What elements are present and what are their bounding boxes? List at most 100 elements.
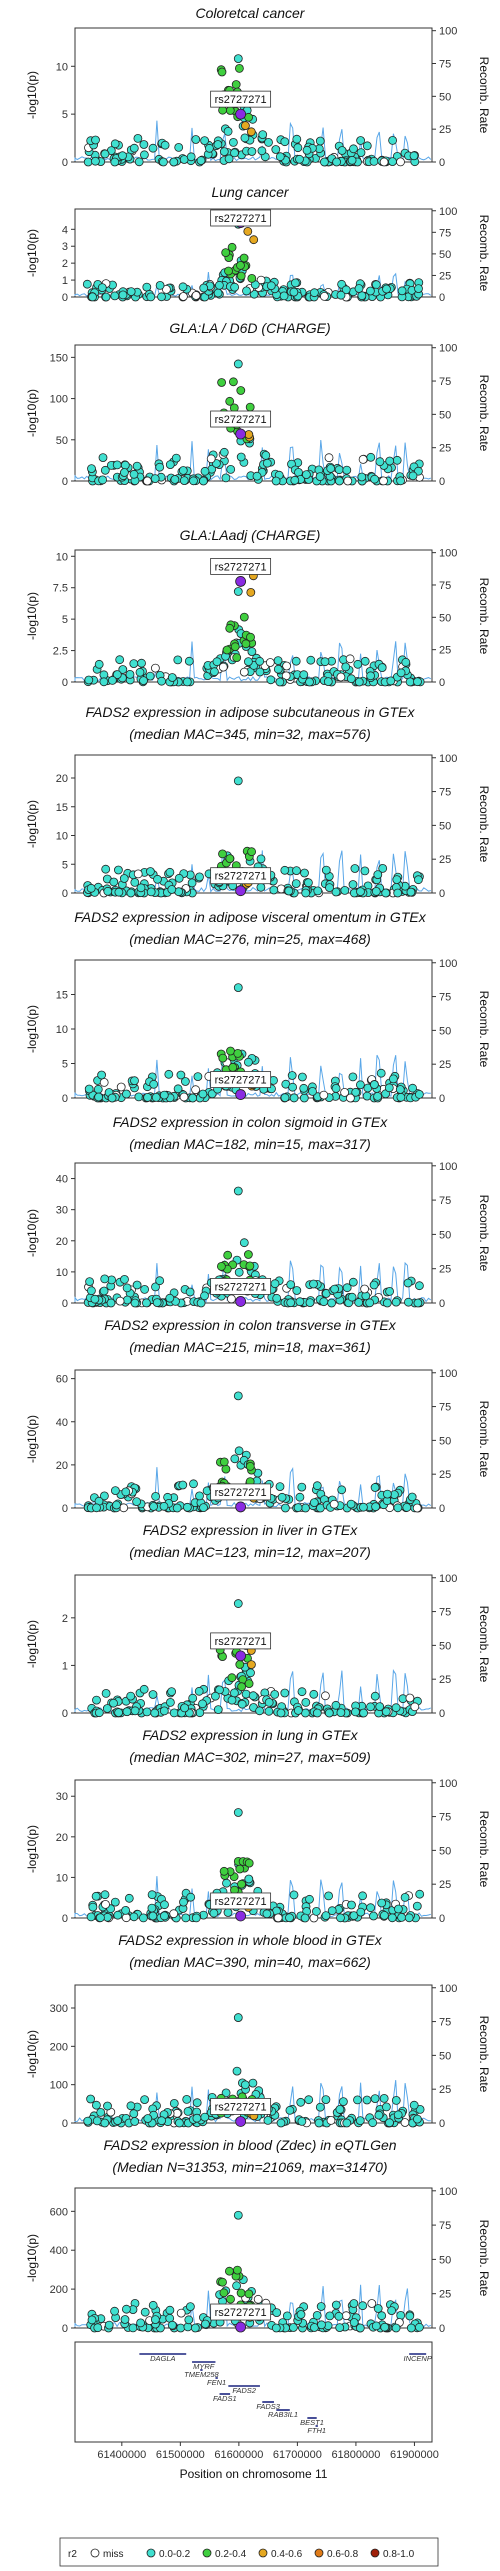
snp-point	[335, 2323, 345, 2333]
snp-point	[129, 469, 139, 479]
snp-point	[289, 1890, 299, 1900]
snp-point-ld	[225, 623, 235, 633]
snp-points	[83, 571, 425, 687]
snp-point	[412, 1901, 422, 1911]
snp-point	[312, 1481, 322, 1491]
snp-point	[292, 866, 301, 875]
snp-point	[391, 2323, 401, 2333]
right-tick-label: 0	[439, 1708, 445, 1720]
snp-point	[113, 1910, 123, 1920]
snp-point	[396, 1092, 406, 1102]
snp-point	[91, 156, 100, 166]
snp-point	[161, 284, 171, 294]
snp-point	[94, 1092, 103, 1102]
lead-snp-label-box	[210, 1632, 272, 1650]
snp-point	[371, 280, 381, 290]
snp-point	[355, 1080, 365, 1090]
snp-point	[218, 662, 228, 672]
snp-point-peak	[233, 587, 243, 596]
snp-point	[128, 2323, 138, 2333]
snp-point	[297, 1072, 307, 1082]
snp-point	[92, 1695, 101, 1705]
snp-point	[375, 457, 385, 467]
right-tick-label: 25	[439, 1059, 451, 1071]
snp-point	[222, 1878, 231, 1888]
snp-point	[331, 1700, 341, 1710]
snp-point	[173, 655, 183, 665]
snp-point	[118, 665, 128, 674]
snp-point	[87, 464, 96, 474]
y-tick-label: 1	[62, 275, 68, 287]
snp-point	[195, 1491, 204, 1501]
y-tick-label: 0	[62, 1913, 68, 1925]
y-tick-label: 300	[50, 2003, 68, 2015]
snp-point	[325, 2311, 335, 2321]
snp-point	[167, 1687, 177, 1696]
snp-point	[98, 453, 108, 463]
snp-point	[331, 887, 341, 897]
snp-point	[308, 1087, 317, 1096]
snp-point	[149, 1079, 159, 1089]
snp-point	[86, 883, 96, 893]
snp-point	[280, 1688, 290, 1698]
snp-point	[264, 1706, 274, 1716]
snp-point	[104, 2320, 114, 2330]
snp-point	[116, 1082, 126, 1092]
snp-point-ld	[246, 588, 256, 597]
gene-label: FEN1	[207, 2378, 226, 2387]
snp-point	[415, 2104, 425, 2114]
snp-point	[151, 1492, 161, 1501]
snp-point	[155, 1276, 165, 1286]
snp-point	[342, 1283, 352, 1293]
snp-point	[109, 1698, 118, 1708]
snp-point	[391, 1297, 401, 1307]
right-tick-label: 0	[439, 1093, 445, 1105]
snp-point	[309, 1279, 318, 1289]
y-tick-label: 0	[62, 292, 68, 304]
panel-title: (median MAC=123, min=12, max=207)	[129, 1544, 371, 1560]
lead-snp-label-text: rs2727271	[215, 1896, 267, 1908]
panel-frame	[74, 344, 433, 482]
snp-point	[149, 1502, 159, 1511]
right-tick-label: 75	[439, 992, 451, 1004]
y-axis-label: -log10(p)	[25, 592, 39, 640]
snp-point	[341, 2311, 351, 2321]
panel-title: FADS2 expression in liver in GTEx	[143, 1522, 358, 1538]
snp-point	[309, 1689, 319, 1699]
snp-point	[120, 1275, 129, 1284]
snp-point-ld	[232, 653, 242, 662]
panel-title: GLA:LAadj (CHARGE)	[180, 527, 321, 543]
snp-point	[169, 157, 179, 167]
lead-snp-point	[235, 576, 247, 587]
snp-point-ld	[223, 1250, 233, 1260]
snp-point	[109, 877, 119, 887]
snp-point	[169, 2098, 179, 2108]
snp-point	[293, 1503, 303, 1512]
snp-point	[118, 290, 128, 300]
right-tick-label: 50	[439, 1025, 451, 1037]
panel-frame	[74, 754, 433, 894]
snp-point	[377, 1898, 387, 1908]
snp-point	[335, 2104, 345, 2114]
snp-point	[300, 868, 309, 878]
snp-point	[266, 281, 276, 291]
snp-point	[204, 143, 214, 153]
snp-point	[106, 1298, 116, 1308]
snp-point	[159, 1501, 169, 1511]
y-tick-label: 1	[62, 1660, 68, 1672]
snp-point	[309, 288, 319, 298]
snp-point	[113, 2116, 122, 2126]
snp-point	[130, 2117, 140, 2126]
snp-point	[358, 2301, 368, 2311]
right-tick-label: 50	[439, 820, 451, 832]
lead-snp-label-box	[210, 558, 272, 575]
snp-point	[223, 126, 233, 136]
snp-point	[237, 1699, 247, 1709]
gene-label: FADS1	[213, 2394, 237, 2403]
y-tick-label: 60	[56, 1374, 68, 1386]
snp-point-ld	[225, 106, 235, 115]
y-tick-label: 7.5	[53, 583, 68, 595]
panel-12: FADS2 expression in blood (Zdec) in eQTL…	[25, 2137, 491, 2335]
snp-point	[319, 291, 329, 301]
